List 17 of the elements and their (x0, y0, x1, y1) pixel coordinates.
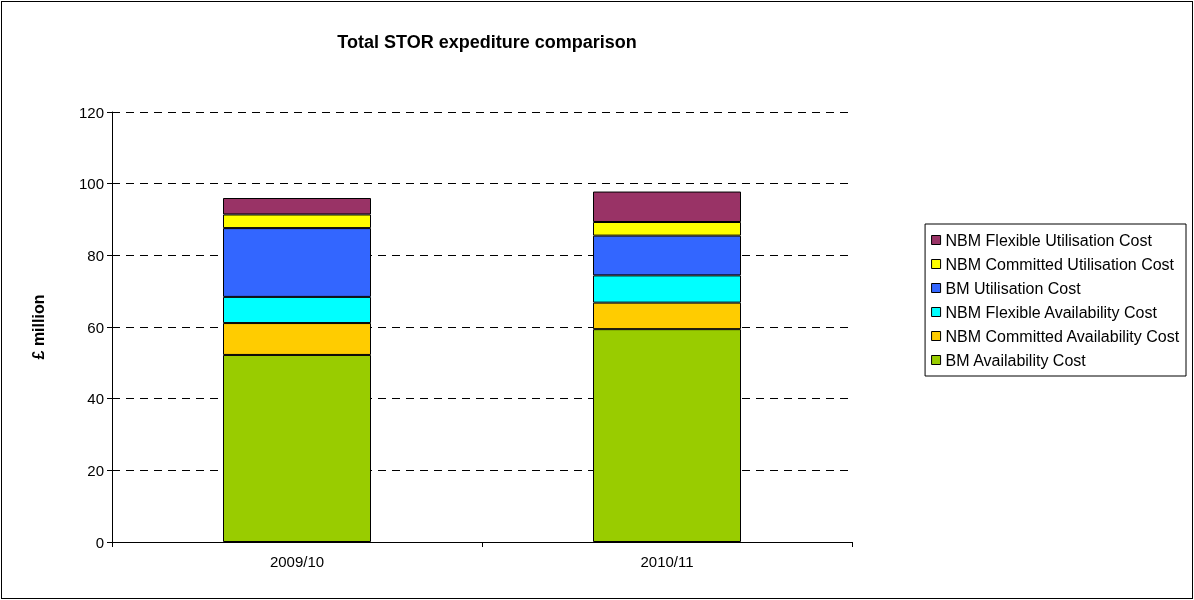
legend-label: NBM Committed Availability Cost (945, 327, 1180, 345)
y-tick-label: 120 (78, 103, 104, 121)
y-tick-label: 80 (87, 246, 104, 264)
legend-label: NBM Committed Utilisation Cost (945, 255, 1175, 273)
chart-title: Total STOR expediture comparison (337, 32, 637, 52)
x-tick-label: 2009/10 (269, 553, 325, 570)
y-axis-title: £ million (29, 294, 47, 360)
y-tick-label: 20 (87, 461, 104, 479)
legend-label: NBM Flexible Utilisation Cost (945, 231, 1153, 249)
y-tick-label: 40 (87, 390, 104, 408)
legend-label: BM Availability Cost (945, 351, 1087, 369)
y-tick-label: 60 (87, 318, 104, 336)
x-tick-label: 2010/11 (640, 553, 694, 570)
y-tick-label: 100 (78, 175, 104, 193)
y-tick-label: 0 (95, 533, 104, 551)
legend-label: NBM Flexible Availability Cost (945, 303, 1158, 321)
legend-label: BM Utilisation Cost (945, 279, 1082, 297)
